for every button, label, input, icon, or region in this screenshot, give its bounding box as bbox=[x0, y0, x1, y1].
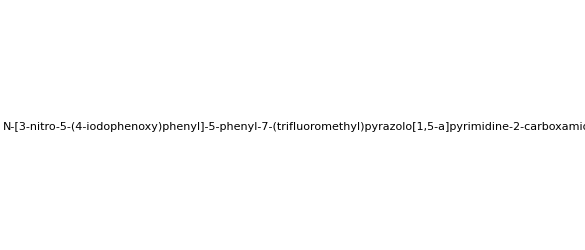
Text: N-[3-nitro-5-(4-iodophenoxy)phenyl]-5-phenyl-7-(trifluoromethyl)pyrazolo[1,5-a]p: N-[3-nitro-5-(4-iodophenoxy)phenyl]-5-ph… bbox=[2, 121, 585, 131]
